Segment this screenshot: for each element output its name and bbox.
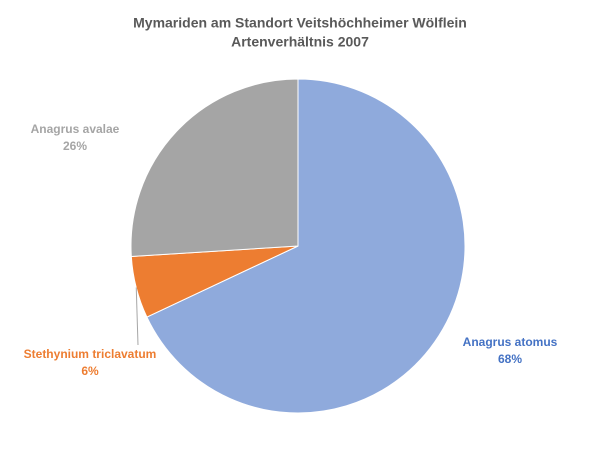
chart-title: Mymariden am Standort Veitshöchheimer Wö… <box>133 15 467 31</box>
slice-label: Anagrus avalae <box>31 122 120 136</box>
leader-line <box>135 287 139 346</box>
slice-value-label: 6% <box>81 364 99 378</box>
slice-value-label: 68% <box>498 352 522 366</box>
slice-label: Stethynium triclavatum <box>24 347 157 361</box>
slice-value-label: 26% <box>63 139 87 153</box>
chart-title: Artenverhältnis 2007 <box>231 34 369 50</box>
pie-slice <box>130 78 299 258</box>
slice-label: Anagrus atomus <box>463 335 558 349</box>
pie-slice <box>146 78 466 414</box>
